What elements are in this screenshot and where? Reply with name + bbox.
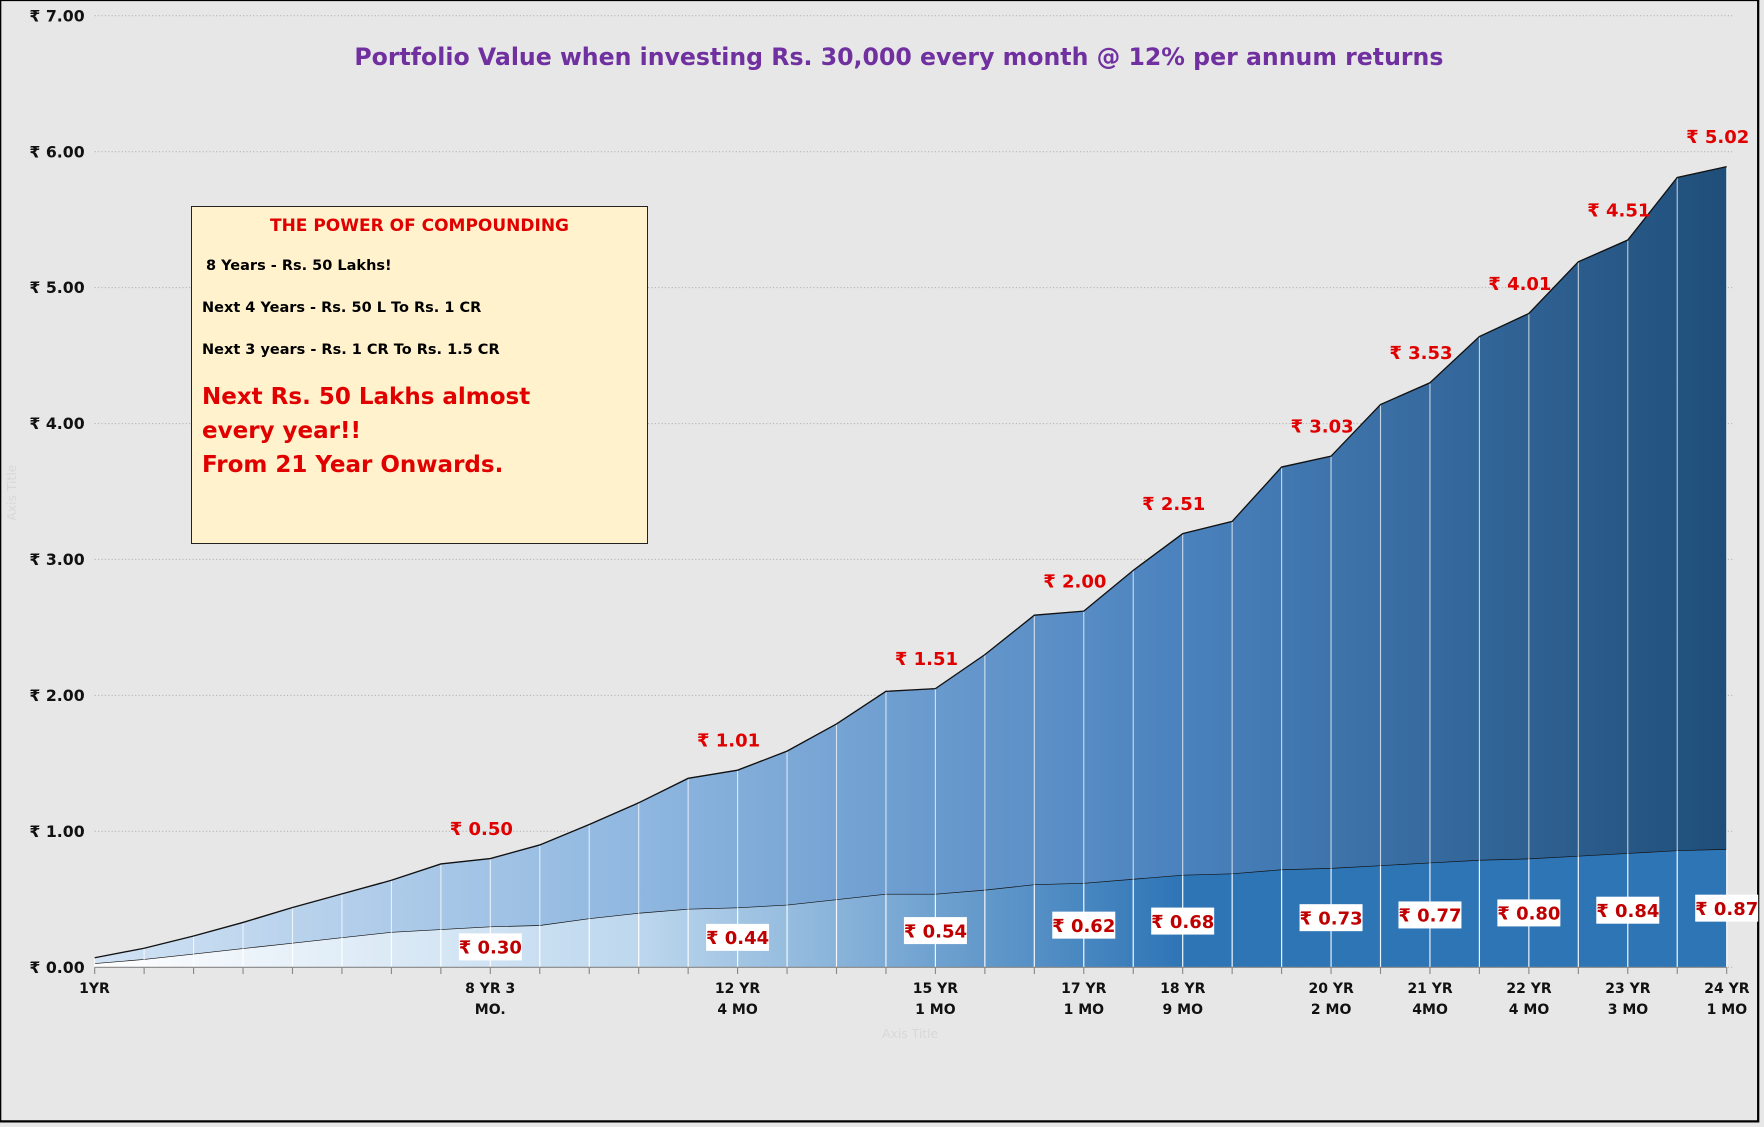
area-edge bbox=[94, 165, 1727, 959]
annotation-line: Next 3 years - Rs. 1 CR To Rs. 1.5 CR bbox=[202, 342, 500, 358]
y-tick-label: ₹ 2.00 bbox=[29, 686, 84, 705]
data-label: ₹ 3.03 bbox=[1290, 417, 1353, 438]
data-label: ₹ 2.51 bbox=[1142, 494, 1205, 515]
data-label: ₹ 0.50 bbox=[450, 819, 513, 840]
y-tick-label: ₹ 3.00 bbox=[29, 550, 84, 569]
x-tick-label: 1YR bbox=[79, 980, 110, 997]
x-tick-label: 18 YR 9 MO bbox=[1160, 980, 1206, 1018]
annotation-box: THE POWER OF COMPOUNDING 8 Years - Rs. 5… bbox=[191, 206, 648, 544]
x-tick-label: 8 YR 3 MO. bbox=[465, 980, 516, 1018]
data-label: ₹ 2.00 bbox=[1043, 572, 1106, 593]
y-tick-label: ₹ 0.00 bbox=[29, 958, 84, 977]
data-label: ₹ 3.53 bbox=[1389, 343, 1452, 364]
y-tick-label: ₹ 7.00 bbox=[29, 6, 84, 25]
data-label: ₹ 4.51 bbox=[1587, 200, 1650, 221]
annotation-line: Next 4 Years - Rs. 50 L To Rs. 1 CR bbox=[202, 300, 482, 316]
y-tick-label: ₹ 6.00 bbox=[29, 142, 84, 161]
data-label: ₹ 1.51 bbox=[895, 649, 958, 670]
data-label: ₹ 1.01 bbox=[697, 731, 760, 752]
x-axis-title: Axis Title bbox=[882, 1027, 938, 1041]
area bbox=[94, 166, 1727, 964]
y-tick-label: ₹ 1.00 bbox=[29, 822, 84, 841]
x-tick-label: 23 YR 3 MO bbox=[1605, 980, 1651, 1018]
y-axis-title: Axis Title bbox=[5, 465, 19, 521]
x-tick-label: 17 YR 1 MO bbox=[1061, 980, 1107, 1018]
x-tick-label: 22 YR 4 MO bbox=[1506, 980, 1552, 1018]
annotation-highlight: From 21 Year Onwards. bbox=[202, 452, 504, 478]
data-label: ₹ 4.01 bbox=[1488, 274, 1551, 295]
x-tick-label: 20 YR 2 MO bbox=[1308, 980, 1354, 1018]
annotation-highlight: Next Rs. 50 Lakhs almost every year!! bbox=[202, 384, 531, 444]
x-tick-label: 21 YR 4MO bbox=[1407, 980, 1453, 1018]
y-tick-label: ₹ 4.00 bbox=[29, 414, 84, 433]
x-tick-label: 24 YR 1 MO bbox=[1704, 980, 1750, 1018]
data-label: ₹ 5.02 bbox=[1686, 127, 1749, 148]
chart-subtitle: Portfolio Value when investing Rs. 30,00… bbox=[354, 43, 1443, 71]
y-tick-label: ₹ 5.00 bbox=[29, 278, 84, 297]
annotation-title: THE POWER OF COMPOUNDING bbox=[269, 216, 570, 236]
x-tick-label: 12 YR 4 MO bbox=[714, 980, 761, 1018]
x-tick-label: 15 YR 1 MO bbox=[912, 980, 959, 1018]
annotation-line: 8 Years - Rs. 50 Lakhs! bbox=[206, 258, 392, 274]
